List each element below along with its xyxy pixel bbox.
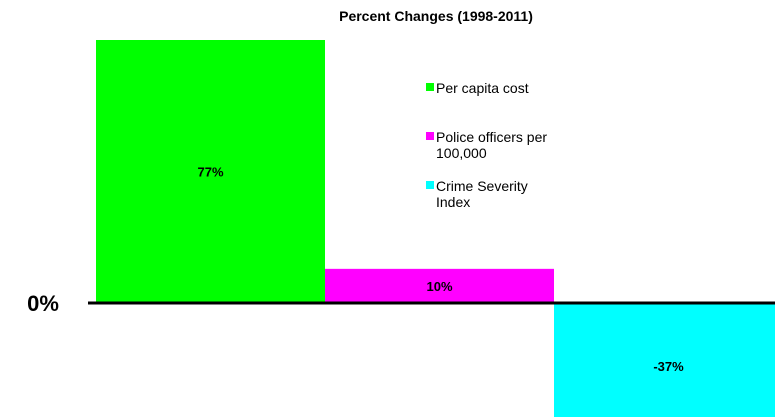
- bars-group: [96, 40, 775, 417]
- legend-swatch-3: [426, 181, 434, 189]
- bar-2: [325, 268, 554, 303]
- legend-label-2-line-1: Police officers per: [436, 129, 547, 145]
- chart-title: Percent Changes (1998-2011): [339, 8, 533, 24]
- bar-data-label-1: 77%: [197, 165, 223, 180]
- bar-1: [96, 40, 325, 303]
- zero-axis-label: 0%: [27, 291, 59, 316]
- bar-3: [554, 303, 775, 417]
- legend-label-3-line-2: Index: [436, 194, 470, 210]
- data-labels-group: 77% 10% -37%: [197, 165, 684, 375]
- legend-label-1-line-1: Per capita cost: [436, 80, 529, 96]
- legend-swatch-2: [426, 132, 434, 140]
- bar-data-label-3: -37%: [653, 359, 684, 374]
- legend-label-2-line-2: 100,000: [436, 145, 487, 161]
- legend: Per capita cost Police officers per100,00…: [426, 80, 547, 210]
- legend-swatch-1: [426, 83, 434, 91]
- legend-label-3-line-1: Crime Severity: [436, 178, 528, 194]
- bar-data-label-2: 10%: [426, 279, 452, 294]
